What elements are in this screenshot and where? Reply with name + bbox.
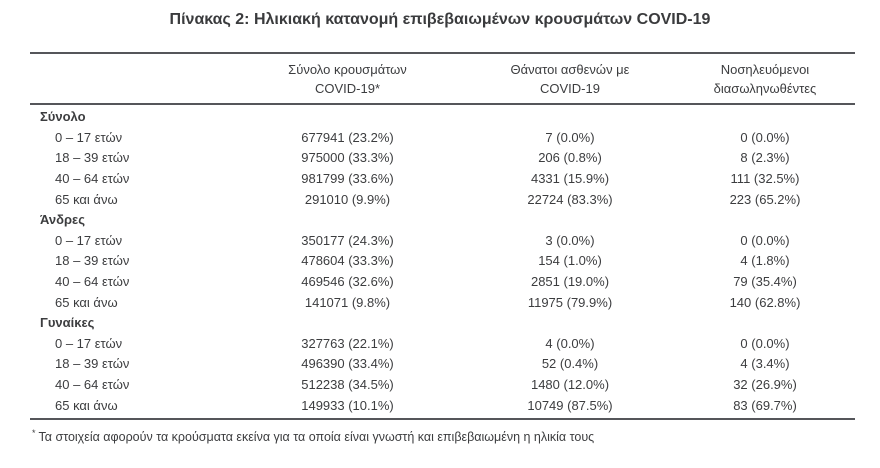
column-header-line: διασωληνωθέντες: [713, 80, 817, 96]
table-header-row: Σύνολο κρουσμάτων COVID-19* Θάνατοι ασθε…: [30, 52, 855, 105]
column-header-line: Νοσηλευόμενοι: [720, 61, 810, 77]
table-row: 18 – 39 ετών 975000 (33.3%) 206 (0.8%) 8…: [30, 148, 855, 169]
intubated-value: 8 (2.3%): [740, 150, 790, 166]
deaths-value: 1480 (12.0%): [530, 377, 610, 393]
section-row-total: Σύνολο: [30, 107, 855, 128]
section-row-men: Άνδρες: [30, 210, 855, 231]
page-title: Πίνακας 2: Ηλικιακή κατανομή επιβεβαιωμέ…: [169, 11, 711, 28]
section-label: Σύνολο: [40, 109, 86, 125]
table-row: 40 – 64 ετών 469546 (32.6%) 2851 (19.0%)…: [30, 272, 855, 293]
cases-value: 291010 (9.9%): [304, 191, 391, 207]
cases-value: 149933 (10.1%): [301, 397, 394, 413]
table-row: 65 και άνω 141071 (9.8%) 11975 (79.9%) 1…: [30, 292, 855, 313]
table-row: 18 – 39 ετών 496390 (33.4%) 52 (0.4%) 4 …: [30, 354, 855, 375]
intubated-value: 111 (32.5%): [730, 171, 800, 187]
column-header-intubated: Νοσηλευόμενοι διασωληνωθέντες: [675, 60, 855, 98]
footnote-marker: *: [32, 427, 36, 438]
intubated-value: 223 (65.2%): [729, 191, 801, 207]
age-group-label: 65 και άνω: [55, 191, 118, 207]
deaths-value: 52 (0.4%): [541, 356, 599, 372]
deaths-value: 2851 (19.0%): [530, 274, 610, 290]
deaths-value: 4 (0.0%): [545, 335, 595, 351]
table-row: 40 – 64 ετών 512238 (34.5%) 1480 (12.0%)…: [30, 375, 855, 396]
deaths-value: 10749 (87.5%): [527, 397, 613, 413]
cases-value: 677941 (23.2%): [301, 129, 394, 145]
age-group-label: 18 – 39 ετών: [55, 150, 130, 166]
cases-value: 141071 (9.8%): [304, 294, 391, 310]
table-row: 0 – 17 ετών 327763 (22.1%) 4 (0.0%) 0 (0…: [30, 334, 855, 355]
deaths-value: 3 (0.0%): [545, 232, 595, 248]
column-header-line: Σύνολο κρουσμάτων: [288, 61, 407, 77]
intubated-value: 0 (0.0%): [740, 232, 790, 248]
intubated-value: 4 (3.4%): [740, 356, 790, 372]
deaths-value: 11975 (79.9%): [527, 294, 613, 310]
section-label: Άνδρες: [40, 212, 85, 228]
footnote-text: Τα στοιχεία αφορούν τα κρούσματα εκείνα …: [38, 430, 595, 445]
intubated-value: 79 (35.4%): [733, 274, 797, 290]
cases-value: 975000 (33.3%): [301, 150, 394, 166]
deaths-value: 206 (0.8%): [538, 150, 602, 166]
intubated-value: 4 (1.8%): [740, 253, 790, 269]
table-row: 65 και άνω 291010 (9.9%) 22724 (83.3%) 2…: [30, 189, 855, 210]
deaths-value: 154 (1.0%): [538, 253, 602, 269]
intubated-value: 0 (0.0%): [740, 335, 790, 351]
cases-value: 981799 (33.6%): [301, 171, 394, 187]
column-header-line: Θάνατοι ασθενών με: [510, 61, 630, 77]
age-group-label: 0 – 17 ετών: [55, 335, 123, 351]
table-row: 0 – 17 ετών 350177 (24.3%) 3 (0.0%) 0 (0…: [30, 231, 855, 252]
age-group-label: 40 – 64 ετών: [55, 171, 130, 187]
age-group-label: 40 – 64 ετών: [55, 274, 130, 290]
column-header-line: COVID-19*: [314, 80, 381, 96]
deaths-value: 4331 (15.9%): [530, 171, 610, 187]
table-row: 18 – 39 ετών 478604 (33.3%) 154 (1.0%) 4…: [30, 251, 855, 272]
table-body: Σύνολο 0 – 17 ετών 677941 (23.2%) 7 (0.0…: [30, 105, 855, 420]
age-group-label: 18 – 39 ετών: [55, 253, 130, 269]
age-group-label: 40 – 64 ετών: [55, 377, 130, 393]
table-row: 40 – 64 ετών 981799 (33.6%) 4331 (15.9%)…: [30, 169, 855, 190]
intubated-value: 32 (26.9%): [733, 377, 797, 393]
covid-age-distribution-table: Σύνολο κρουσμάτων COVID-19* Θάνατοι ασθε…: [30, 52, 855, 420]
deaths-value: 7 (0.0%): [545, 129, 595, 145]
cases-value: 478604 (33.3%): [301, 253, 394, 269]
age-group-label: 65 και άνω: [55, 294, 118, 310]
cases-value: 327763 (22.1%): [301, 335, 394, 351]
section-row-women: Γυναίκες: [30, 313, 855, 334]
cases-value: 469546 (32.6%): [301, 274, 394, 290]
column-header-deaths: Θάνατοι ασθενών με COVID-19: [465, 60, 675, 98]
cases-value: 496390 (33.4%): [301, 356, 394, 372]
age-group-label: 0 – 17 ετών: [55, 232, 123, 248]
age-group-label: 0 – 17 ετών: [55, 129, 123, 145]
age-group-label: 18 – 39 ετών: [55, 356, 130, 372]
table-row: 65 και άνω 149933 (10.1%) 10749 (87.5%) …: [30, 395, 855, 416]
table-row: 0 – 17 ετών 677941 (23.2%) 7 (0.0%) 0 (0…: [30, 128, 855, 149]
deaths-value: 22724 (83.3%): [527, 191, 613, 207]
cases-value: 350177 (24.3%): [301, 232, 394, 248]
intubated-value: 140 (62.8%): [729, 294, 801, 310]
column-header-total-cases: Σύνολο κρουσμάτων COVID-19*: [230, 60, 465, 98]
table-footnote: * Τα στοιχεία αφορούν τα κρούσματα εκείνα…: [32, 425, 855, 445]
intubated-value: 83 (69.7%): [733, 397, 797, 413]
cases-value: 512238 (34.5%): [301, 377, 394, 393]
age-group-label: 65 και άνω: [55, 397, 118, 413]
column-header-line: COVID-19: [540, 80, 600, 96]
section-label: Γυναίκες: [40, 315, 95, 331]
intubated-value: 0 (0.0%): [740, 129, 790, 145]
